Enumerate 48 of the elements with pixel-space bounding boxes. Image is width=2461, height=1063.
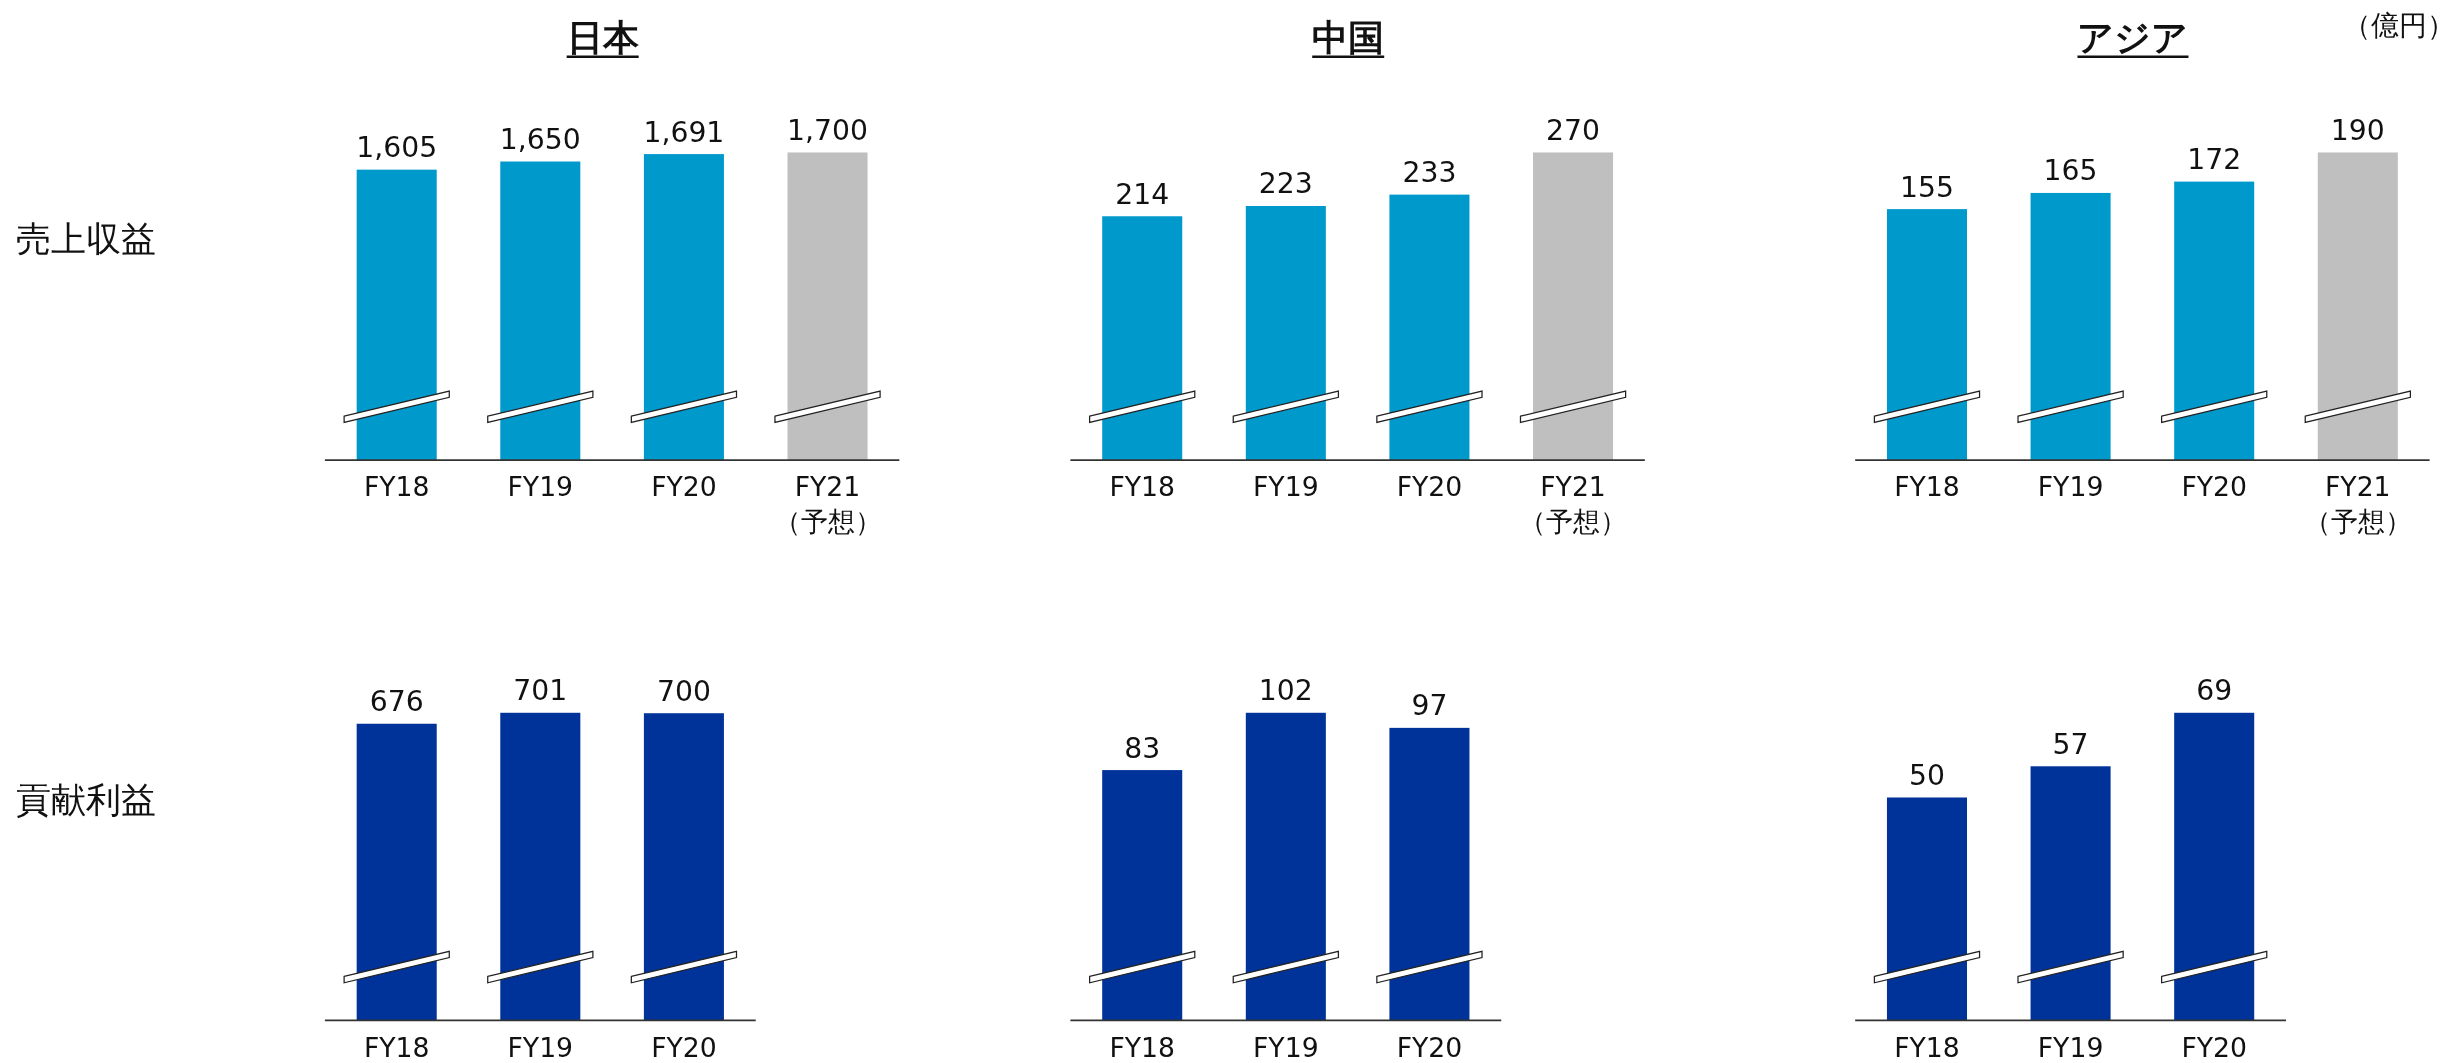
data-label: 1,605: [356, 131, 438, 165]
x-tick-label: FY19: [2037, 1031, 2104, 1063]
data-label: 172: [2187, 143, 2242, 177]
data-label: 50: [1909, 758, 1945, 792]
data-label: 155: [1900, 170, 1954, 204]
data-label: 270: [1546, 113, 1601, 147]
x-tick-label: FY20: [2181, 471, 2247, 503]
data-label: 165: [2043, 154, 2098, 188]
data-label: 190: [2330, 113, 2385, 147]
data-label: 1,650: [499, 122, 581, 156]
data-label: 214: [1115, 177, 1170, 211]
x-tick-label: FY18: [1109, 471, 1175, 503]
x-tick-label: FY20: [651, 1031, 717, 1063]
y-axis-title: 売上収益: [15, 219, 156, 260]
x-tick-label: FY19: [1253, 471, 1319, 503]
data-label: 1,700: [787, 113, 868, 147]
data-label: 97: [1411, 689, 1448, 723]
x-tick-label: FY21 （予想）: [1519, 471, 1628, 537]
x-tick-label: FY18: [1109, 1031, 1175, 1063]
x-tick-label: FY21 （予想）: [773, 471, 882, 537]
data-label: 57: [2052, 727, 2089, 761]
y-axis-title: 貢献利益: [15, 779, 156, 820]
chart-title: 日本: [566, 17, 639, 60]
x-tick-label: FY20: [651, 471, 717, 503]
data-label: 700: [656, 674, 711, 708]
x-tick-label: FY19: [1253, 1031, 1319, 1063]
data-label: 223: [1258, 167, 1313, 201]
data-label: 102: [1258, 674, 1313, 708]
x-tick-label: FY20: [1396, 471, 1463, 503]
data-label: 233: [1402, 156, 1457, 190]
text: （億円）: [2342, 8, 2455, 42]
data-label: 69: [2196, 674, 2233, 708]
x-tick-label: FY20: [2181, 1031, 2247, 1063]
x-tick-label: FY18: [1894, 471, 1960, 503]
x-tick-label: FY19: [2037, 471, 2104, 503]
x-tick-label: FY18: [1894, 1031, 1960, 1063]
chart-title: 中国: [1312, 17, 1385, 60]
x-tick-label: FY20: [1396, 1031, 1463, 1063]
x-tick-label: FY19: [507, 1031, 574, 1063]
x-tick-label: FY19: [507, 471, 574, 503]
x-tick-label: FY21 （予想）: [2303, 471, 2412, 537]
data-label: 676: [369, 685, 424, 719]
data-label: 701: [513, 674, 568, 708]
x-tick-label: FY18: [363, 471, 430, 503]
data-label: 83: [1124, 731, 1161, 765]
x-tick-label: FY18: [363, 1031, 430, 1063]
data-label: 1,691: [643, 115, 725, 149]
chart-title: アジア: [2077, 17, 2189, 60]
